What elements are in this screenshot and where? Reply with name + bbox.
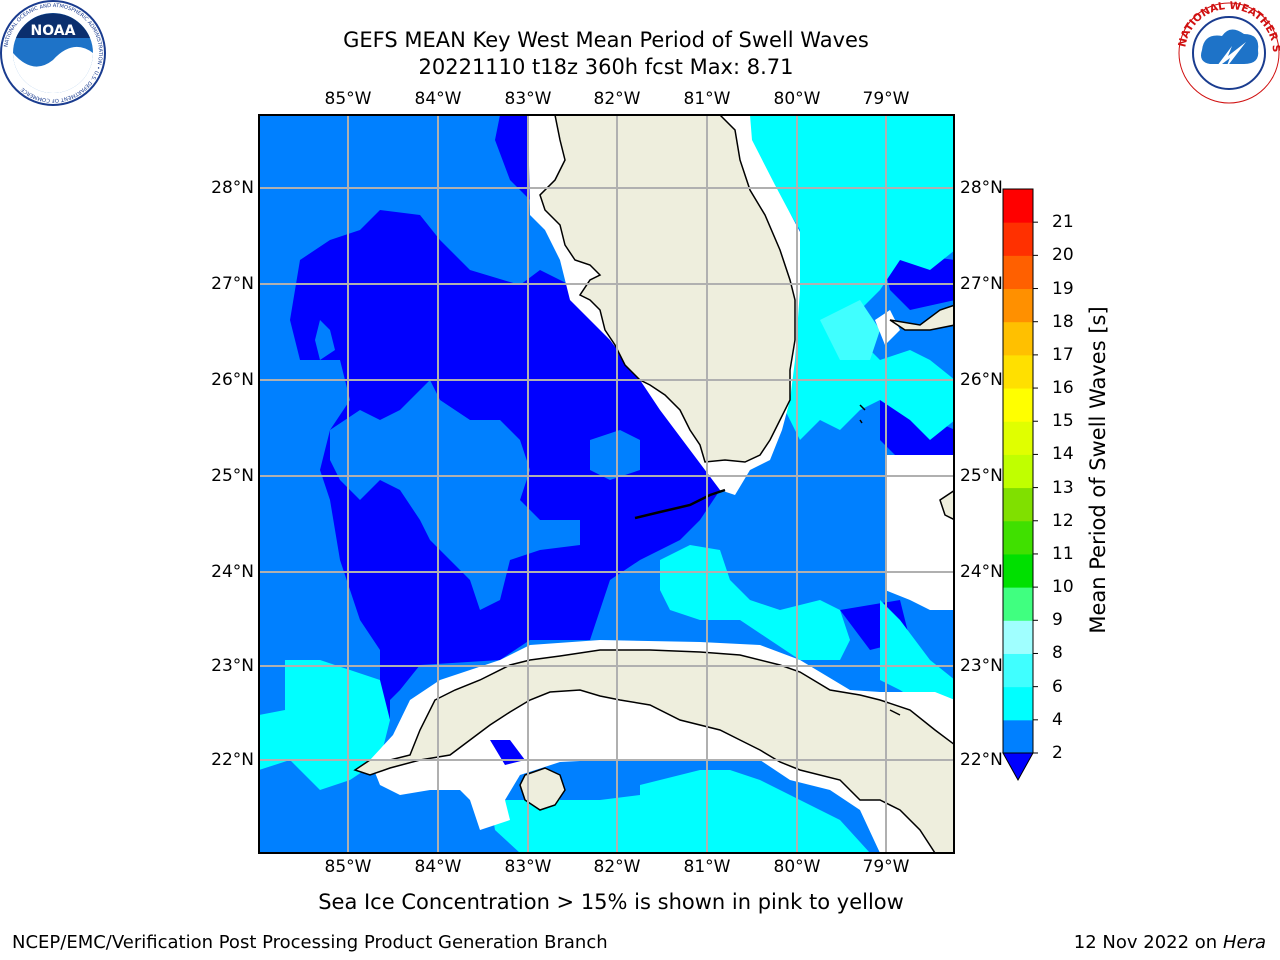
lon-label-bottom: 83°W [504,857,552,877]
lon-label-bottom: 79°W [862,857,910,877]
florida-keys [634,488,726,520]
lon-label-top: 79°W [862,89,910,109]
colorbar-segment [1003,189,1033,223]
colorbar-under-triangle [1002,752,1034,782]
colorbar-tick-label: 21 [1052,212,1074,233]
lat-label-right: 28°N [960,178,1003,198]
colorbar-segment [1003,255,1033,290]
colorbar-segment [1003,719,1033,754]
lon-label-top: 85°W [324,89,372,109]
contour-4to6-sw [259,660,390,790]
colorbar-tick-label: 17 [1052,344,1074,365]
graticule [259,115,954,853]
colorbar-segment [1003,553,1033,588]
colorbar-segment [1003,620,1033,654]
colorbar-segment [1003,321,1033,356]
colorbar-segment [1003,288,1033,323]
lat-label-left: 24°N [211,562,254,582]
colorbar-tick-label: 9 [1052,610,1063,631]
lat-label-left: 27°N [211,274,254,294]
lat-label-left: 26°N [211,370,254,390]
colorbar-tick-label: 11 [1052,543,1074,564]
colorbar-segment [1003,388,1033,422]
colorbar-tick-label: 15 [1052,411,1074,432]
sea-ice-note: Sea Ice Concentration > 15% is shown in … [318,890,904,914]
colorbar-tick-label: 8 [1052,643,1063,664]
lon-label-bottom: 85°W [324,857,372,877]
lat-label-left: 25°N [211,466,254,486]
colorbar-segment [1003,222,1033,256]
land-florida [539,115,796,463]
host-name: Hera [1222,932,1266,953]
colorbar-segment [1003,487,1033,522]
lon-label-bottom: 81°W [683,857,731,877]
lon-label-top: 84°W [414,89,462,109]
land-cuba [353,649,954,853]
colorbar-tick-label: 13 [1052,477,1074,498]
lat-label-left: 23°N [211,656,254,676]
chart-subtitle: 20221110 t18z 360h fcst Max: 8.71 [418,55,794,79]
colorbar-segment [1003,520,1033,555]
nodata-bahamas [885,455,954,610]
colorbar-segment [1003,686,1033,721]
lon-label-bottom: 80°W [773,857,821,877]
colorbar-segment [1003,421,1033,455]
nws-logo: NATIONAL WEATHER SERVICE [1174,0,1280,104]
chart-title: GEFS MEAN Key West Mean Period of Swell … [343,28,869,52]
colorbar [1002,188,1038,782]
lat-label-right: 22°N [960,750,1003,770]
contour-4to6-east [750,115,954,440]
colorbar-tick-label: 10 [1052,577,1074,598]
colorbar-label: Mean Period of Swell Waves [s] [1086,306,1110,634]
colorbar-segment [1003,653,1033,688]
contour-lt2-b [495,115,530,200]
colorbar-tick-label: 12 [1052,510,1074,531]
lat-label-right: 25°N [960,466,1003,486]
generation-date: 12 Nov 2022 on Hera [1073,932,1266,953]
colorbar-tick-label: 16 [1052,378,1074,399]
noaa-logo: NOAA NATIONAL OCEANIC AND ATMOSPHERIC AD… [0,0,106,106]
noaa-logo-text: NOAA [31,23,76,39]
lat-label-right: 23°N [960,656,1003,676]
lon-label-bottom: 84°W [414,857,462,877]
colorbar-segment [1003,454,1033,489]
colorbar-segment [1003,354,1033,389]
colorbar-tick-label: 4 [1052,709,1063,730]
colorbar-tick-label: 6 [1052,676,1063,697]
colorbar-segment [1003,587,1033,621]
colorbar-frame [1002,188,1034,754]
lon-label-top: 80°W [773,89,821,109]
map-frame [258,114,955,854]
lon-label-top: 83°W [504,89,552,109]
lat-label-right: 26°N [960,370,1003,390]
lon-label-bottom: 82°W [593,857,641,877]
lat-label-left: 22°N [211,750,254,770]
producer-credit: NCEP/EMC/Verification Post Processing Pr… [12,932,608,953]
contour-lt2-d [880,400,954,470]
lon-label-top: 82°W [593,89,641,109]
lon-label-top: 81°W [683,89,731,109]
colorbar-tick-label: 19 [1052,278,1074,299]
colorbar-tick-label: 2 [1052,743,1063,763]
land-bahamas [889,304,954,331]
colorbar-tick-label: 20 [1052,245,1074,266]
lat-label-right: 24°N [960,562,1003,582]
colorbar-tick-label: 18 [1052,311,1074,332]
lat-label-right: 27°N [960,274,1003,294]
lat-label-left: 28°N [211,178,254,198]
colorbar-tick-label: 14 [1052,444,1074,465]
land-isla-juventud [519,767,566,811]
